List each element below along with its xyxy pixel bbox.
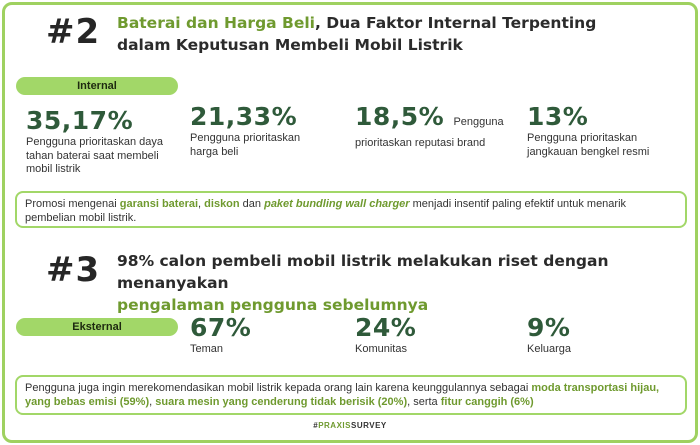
- note-3-text-2: ,: [149, 396, 156, 408]
- stat-friends-label: Teman: [190, 343, 224, 355]
- stat-price: 21,33% Pengguna prioritaskan harga beli: [190, 102, 320, 159]
- external-tag: Eksternal: [16, 318, 178, 336]
- stat-workshop: 13% Pengguna prioritaskan jangkauan beng…: [527, 102, 667, 159]
- note-2-highlight-discount: diskon: [204, 198, 240, 210]
- section-3-heading-highlight: pengalaman pengguna sebelumnya: [117, 296, 429, 314]
- stat-friends: 67% Teman: [190, 313, 310, 357]
- footer-brand-survey: SURVEY: [350, 421, 387, 430]
- stat-community: 24% Komunitas: [355, 313, 475, 357]
- section-2-number: #2: [46, 12, 101, 52]
- stat-family-value: 9%: [527, 313, 571, 342]
- stat-community-value: 24%: [355, 313, 417, 342]
- section-3-note: Pengguna juga ingin merekomendasikan mob…: [15, 375, 687, 415]
- note-2-text-4: menjadi insentif paling efektif untuk me…: [25, 198, 627, 224]
- note-2-highlight-warranty: garansi baterai: [119, 198, 199, 210]
- stat-price-label: Pengguna prioritaskan harga beli: [190, 132, 301, 158]
- stat-community-label: Komunitas: [355, 343, 407, 355]
- section-3-heading-line1: 98% calon pembeli mobil listrik melakuka…: [117, 252, 609, 292]
- stat-battery-value: 35,17%: [26, 106, 134, 135]
- stat-workshop-label: Pengguna prioritaskan jangkauan bengkel …: [527, 132, 650, 158]
- note-2-text-3: dan: [239, 198, 265, 210]
- note-3-highlight-quiet-engine: suara mesin yang cenderung tidak berisik…: [155, 396, 408, 408]
- praxis-survey-footer: #PRAXISSURVEY: [0, 421, 700, 430]
- footer-hash: #: [313, 421, 319, 430]
- note-2-text-2: ,: [198, 198, 205, 210]
- note-3-highlight-green-transport: moda transportasi hijau, yang bebas emis…: [25, 382, 660, 408]
- stat-battery: 35,17% Pengguna prioritaskan daya tahan …: [26, 106, 176, 177]
- section-3-heading: 98% calon pembeli mobil listrik melakuka…: [117, 250, 692, 316]
- stat-brand-label: prioritaskan reputasi brand: [355, 137, 486, 149]
- note-2-highlight-bundling: paket bundling wall charger: [264, 198, 410, 210]
- section-2-note: Promosi mengenai garansi baterai, diskon…: [15, 191, 687, 228]
- stat-brand: 18,5% Pengguna prioritaskan reputasi bra…: [355, 102, 525, 151]
- stat-brand-label-inline: Pengguna: [453, 116, 504, 128]
- footer-brand-praxis: PRAXIS: [318, 421, 351, 430]
- stat-battery-label: Pengguna prioritaskan daya tahan baterai…: [26, 136, 163, 175]
- section-2-heading-highlight: Baterai dan Harga Beli: [117, 14, 315, 32]
- stat-family: 9% Keluarga: [527, 313, 647, 357]
- stat-price-value: 21,33%: [190, 102, 298, 131]
- stat-workshop-value: 13%: [527, 102, 589, 131]
- section-2-heading-rest: , Dua Faktor Internal Terpenting: [314, 14, 597, 32]
- stat-brand-value: 18,5%: [355, 102, 445, 131]
- section-3-number: #3: [46, 250, 101, 290]
- stat-friends-value: 67%: [190, 313, 252, 342]
- note-3-text-1: Pengguna juga ingin merekomendasikan mob…: [25, 382, 532, 394]
- note-3-highlight-features: fitur canggih (6%): [440, 396, 534, 408]
- internal-tag: Internal: [16, 77, 178, 95]
- stat-family-label: Keluarga: [527, 343, 572, 355]
- note-2-text-1: Promosi mengenai: [25, 198, 120, 210]
- note-3-text-3: , serta: [407, 396, 441, 408]
- section-2-heading-line2: dalam Keputusan Membeli Mobil Listrik: [117, 36, 463, 54]
- section-2-heading: Baterai dan Harga Beli, Dua Faktor Inter…: [117, 12, 677, 56]
